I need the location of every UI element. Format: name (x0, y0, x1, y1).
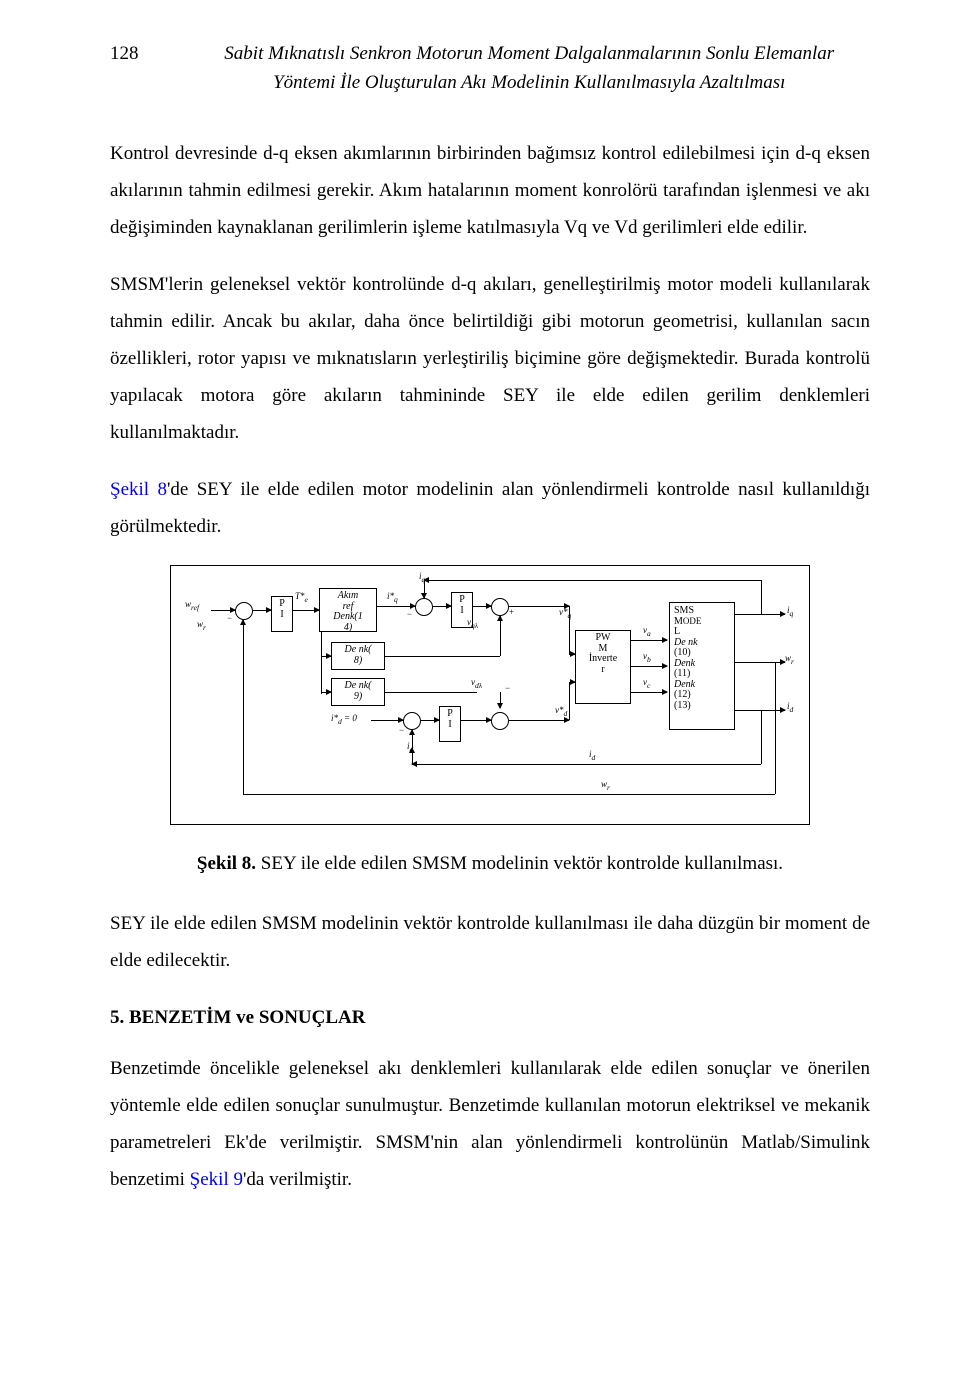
sum-iq (415, 598, 433, 616)
sum-speed (235, 602, 253, 620)
label-te-star: T*e (295, 592, 308, 603)
paragraph-5: Benzetimde öncelikle geleneksel akı denk… (110, 1050, 870, 1198)
box-smsm-model: SMSMODELDe nk(10)Denk(11)Denk(12)(13) (669, 602, 735, 730)
page-header: 128 Sabit Mıknatıslı Senkron Motorun Mom… (110, 40, 870, 97)
figure-8-block-diagram: wref − PI T*e AkımrefDenk(14) i*q − iq P… (170, 565, 810, 825)
box-denk8: De nk(8) (331, 642, 385, 670)
section-5-heading: 5. BENZETİM ve SONUÇLAR (110, 999, 870, 1036)
label-out-iq: iq (787, 606, 793, 617)
minus-sign-1: − (227, 614, 232, 623)
label-va: va (643, 626, 651, 637)
sum-id (403, 712, 421, 730)
plus-sign-1: + (509, 608, 514, 617)
pi-speed: PI (271, 596, 293, 632)
running-title: Sabit Mıknatıslı Senkron Motorun Moment … (189, 40, 871, 97)
figure9-link[interactable]: Şekil 9 (190, 1169, 243, 1190)
box-denk9: De nk(9) (331, 678, 385, 706)
sum-vd (491, 712, 509, 730)
label-feedback-wr: wr (601, 780, 610, 791)
minus-sign-4: − (399, 726, 404, 735)
label-vd-star: v*d (555, 706, 567, 717)
label-wref: wref (185, 600, 199, 611)
label-vdlambda: vdλ (471, 678, 482, 689)
label-wr-left: wr (197, 620, 206, 631)
minus-sign-2: − (407, 610, 412, 619)
figure-8-caption-bold: Şekil 8. (197, 853, 256, 874)
label-iq-star: i*q (387, 592, 398, 603)
label-vc: vc (643, 678, 650, 689)
sum-vq (491, 598, 509, 616)
label-vb: vb (643, 652, 651, 663)
figure8-link[interactable]: Şekil 8 (110, 479, 167, 500)
page-number: 128 (110, 40, 139, 69)
label-out-wr: wr (785, 654, 794, 665)
paragraph-1: Kontrol devresinde d-q eksen akımlarının… (110, 135, 870, 246)
box-pwm-inverter: PWMİnverter (575, 630, 631, 704)
paragraph-2: SMSM'lerin geleneksel vektör kontrolünde… (110, 266, 870, 451)
running-title-line2: Yöntemi İle Oluşturulan Akı Modelinin Ku… (273, 72, 785, 93)
minus-sign-3: − (505, 684, 510, 693)
label-vqlambda: vqλ (467, 618, 478, 629)
label-feedback-id: id (589, 750, 595, 761)
paragraph-5-b: 'da verilmiştir. (243, 1169, 352, 1190)
paragraph-3: Şekil 8'de SEY ile elde edilen motor mod… (110, 471, 870, 545)
paragraph-3-tail: 'de SEY ile elde edilen motor modelinin … (110, 479, 870, 537)
pi-id: PI (439, 706, 461, 742)
figure-8-caption-text: SEY ile elde edilen SMSM modelinin vektö… (256, 853, 783, 874)
paragraph-4: SEY ile elde edilen SMSM modelinin vektö… (110, 905, 870, 979)
label-id-star-zero: i*d = 0 (331, 714, 357, 725)
figure-8-caption: Şekil 8. SEY ile elde edilen SMSM modeli… (110, 845, 870, 882)
figure-8: wref − PI T*e AkımrefDenk(14) i*q − iq P… (110, 565, 870, 825)
box-akim-ref: AkımrefDenk(14) (319, 588, 377, 632)
label-out-id: id (787, 702, 793, 713)
running-title-line1: Sabit Mıknatıslı Senkron Motorun Moment … (224, 43, 834, 64)
